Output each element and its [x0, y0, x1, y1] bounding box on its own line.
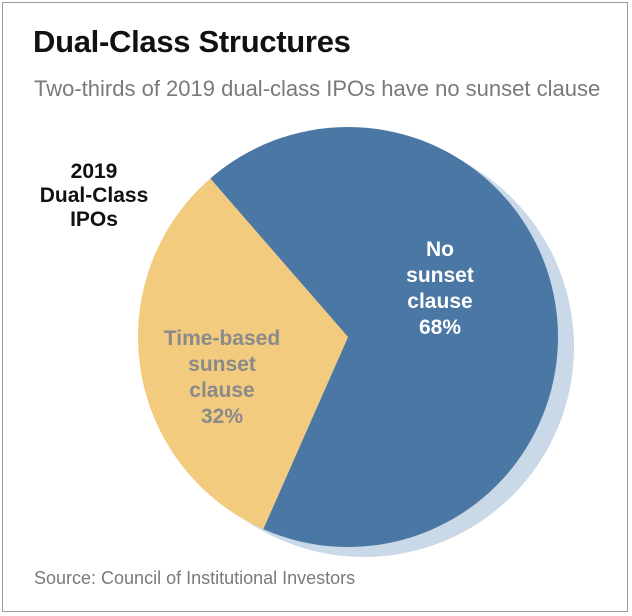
source-note: Source: Council of Institutional Investo… [34, 568, 356, 588]
pie-slice [137, 178, 348, 530]
pie-slice-label-line: clause [189, 379, 254, 402]
pie-slice-value: 68% [419, 316, 461, 339]
pie-slice-label-line: sunset [406, 264, 474, 287]
pie-slice-value: 32% [201, 405, 243, 428]
pie-slice-label-line: Time-based [164, 327, 280, 350]
chart-group-label-line: Dual-Class [39, 184, 149, 207]
chart-subtitle: Two-thirds of 2019 dual-class IPOs have … [34, 76, 601, 101]
pie-slice-label-line: sunset [188, 353, 256, 376]
chart-title: Dual-Class Structures [33, 24, 351, 59]
chart-group-label-line: 2019 [70, 160, 118, 183]
pie-slice-label-line: No [426, 238, 454, 261]
pie-slice-label: No sunset clause 68% [406, 238, 474, 339]
pie-slice [210, 127, 558, 547]
chart-group-label-line: IPOs [70, 208, 118, 231]
chart-group-label: 2019 Dual-Class IPOs [33, 160, 155, 232]
pie-slice-label: Time-based sunset clause 32% [164, 327, 280, 428]
pie-slice-label-line: clause [407, 290, 472, 313]
